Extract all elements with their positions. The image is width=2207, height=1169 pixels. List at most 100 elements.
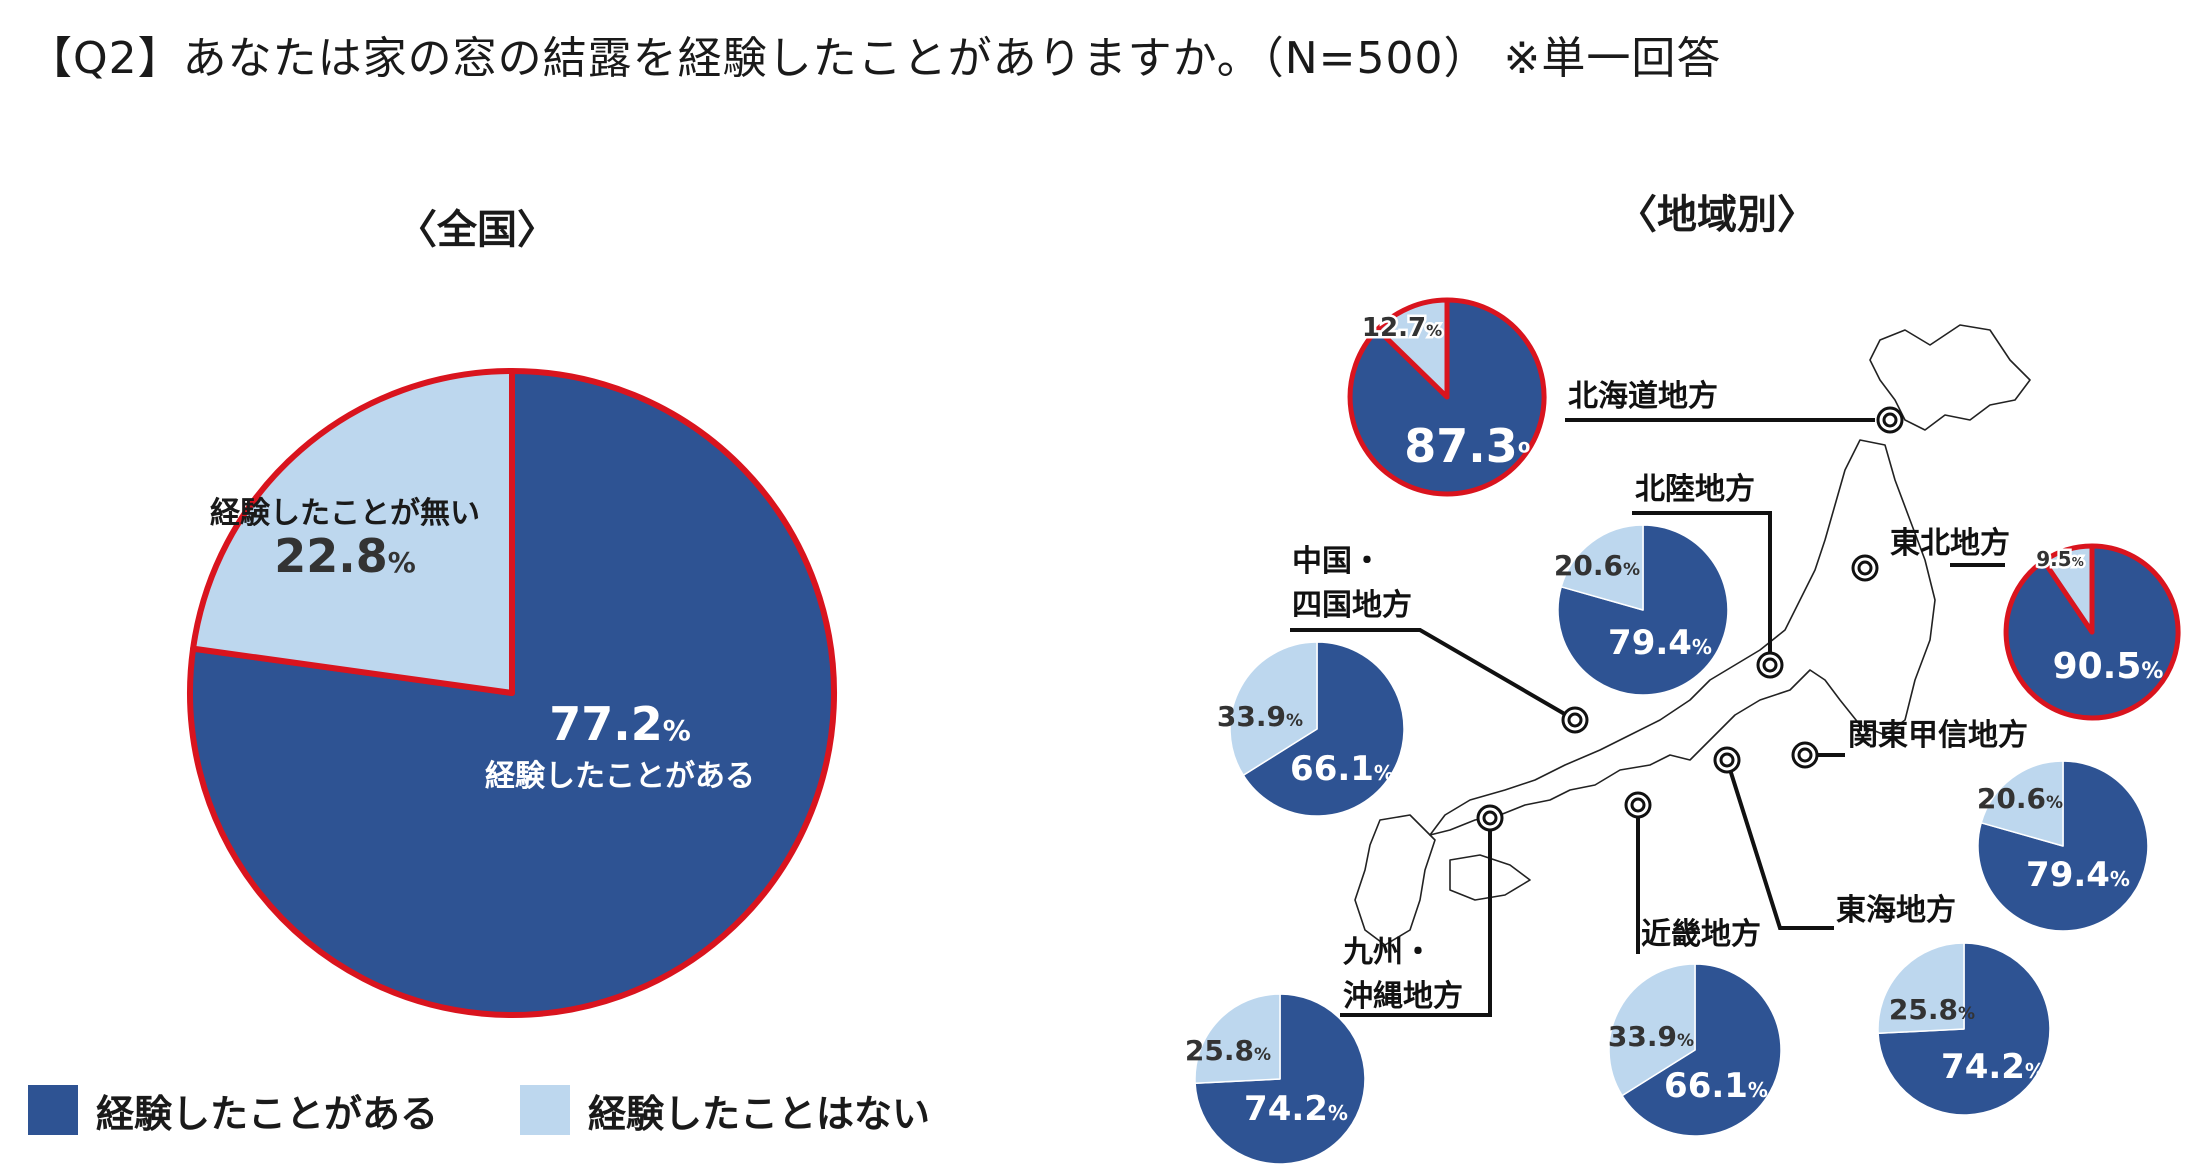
legend-swatch-not-experienced [520, 1085, 570, 1135]
region-4-marker-inner [1567, 712, 1583, 728]
chart-labels: 77.2%22.8%経験したことが無い経験したことがある87.3%12.7%北海… [210, 311, 2164, 1130]
region-6-label-no: 25.8% [1889, 993, 1975, 1026]
region-6-label-yes-unit: % [2025, 1059, 2045, 1083]
region-7-slice-yes [1621, 963, 1782, 1137]
region-2-leader-line [1632, 511, 1772, 665]
legend-label-experienced: 経験したことがある [96, 1091, 439, 1136]
region-8-marker-inner [1482, 810, 1498, 826]
region-4-label-no: 33.9% [1217, 700, 1303, 733]
region-3-label-yes-number: 90.5 [2053, 646, 2142, 687]
region-6-leader-line [1725, 759, 1834, 930]
region-3-marker-inner [1857, 560, 1873, 576]
region-8-label-no-unit: % [1254, 1045, 1271, 1065]
region-5-region-name-1: 関東甲信地方 [1848, 718, 2028, 753]
region-5-label-yes: 79.4% [2026, 855, 2130, 895]
region-5-slice-no [1980, 760, 2064, 847]
region-3-label-yes-unit: % [2141, 659, 2163, 684]
region-7-region-name-1: 近畿地方 [1641, 917, 1761, 952]
region-1-label-yes: 87.3% [1404, 419, 1546, 473]
region-6-marker-inner [1719, 752, 1735, 768]
region-4-region-name-2: 四国地方 [1292, 588, 1412, 623]
region-7-label-yes-number: 66.1 [1664, 1066, 1748, 1106]
region-2-region-name-1: 北陸地方 [1635, 472, 1755, 507]
region-8-label-yes-unit: % [1328, 1101, 1348, 1125]
region-2-slice-no [1560, 524, 1644, 611]
pies [187, 297, 2181, 1165]
region-5-label-no: 20.6% [1977, 782, 2063, 815]
national-label-no-name: 経験したことが無い [210, 496, 480, 531]
national-label-yes-number: 77.2 [549, 697, 663, 751]
region-2-label-yes-unit: % [1692, 635, 1712, 659]
region-3-label-yes: 90.5% [2053, 646, 2164, 687]
japan-map-outline [1354, 324, 2031, 946]
region-8-label-yes: 74.2% [1244, 1089, 1348, 1129]
national-label-yes-name: 経験したことがある [485, 759, 755, 794]
region-4-label-yes: 66.1% [1290, 749, 1394, 789]
national-slice-no [190, 368, 515, 696]
page-title: 【Q2】あなたは家の窓の結露を経験したことがありますか。（N=500） ※単一回… [28, 33, 1722, 84]
national-label-yes-unit: % [663, 714, 691, 747]
region-7-label-no-number: 33.9 [1608, 1020, 1677, 1053]
region-5-marker-inner [1797, 747, 1813, 763]
region-1-label-no: 12.7% [1362, 313, 1442, 343]
region-5-label-no-number: 20.6 [1977, 782, 2046, 815]
region-2-label-no-number: 20.6 [1554, 549, 1623, 582]
region-7-label-yes-unit: % [1748, 1078, 1768, 1102]
national-label-no-number: 22.8 [274, 529, 388, 583]
national-section-title: 〈全国〉 [397, 207, 557, 253]
region-5-label-yes-number: 79.4 [2026, 855, 2110, 895]
region-7-slice-no [1608, 963, 1696, 1097]
region-7-label-yes: 66.1% [1664, 1066, 1768, 1106]
national-label-no-unit: % [388, 546, 416, 579]
national-label-yes: 77.2% [549, 697, 691, 751]
region-2-marker-inner [1762, 657, 1778, 673]
region-7-label-no: 33.9% [1608, 1020, 1694, 1053]
region-2-label-yes: 79.4% [1608, 623, 1712, 663]
region-4-label-yes-unit: % [1374, 761, 1394, 785]
region-2-label-no: 20.6% [1554, 549, 1640, 582]
national-label-no: 22.8% [274, 529, 416, 583]
region-4-label-no-unit: % [1286, 711, 1303, 731]
region-6-label-yes-number: 74.2 [1941, 1047, 2025, 1087]
map-outline-path-2 [1429, 439, 1936, 836]
region-3-slice-no [2041, 543, 2095, 635]
region-2-label-yes-number: 79.4 [1608, 623, 1692, 663]
map-outline-path-1 [1869, 324, 2031, 431]
regional-section-title: 〈地域別〉 [1617, 192, 1817, 238]
region-7-label-no-unit: % [1677, 1031, 1694, 1051]
region-4-label-no-number: 33.9 [1217, 700, 1286, 733]
region-8-leader-line [1340, 818, 1492, 1017]
region-8-slice-no [1194, 993, 1281, 1085]
legend-swatch-experienced [28, 1085, 78, 1135]
region-3-label-no: 9.5% [2036, 547, 2083, 571]
region-6-region-name-1: 東海地方 [1836, 893, 1956, 928]
region-8-label-yes-number: 74.2 [1244, 1089, 1328, 1129]
region-8-region-name-2: 沖縄地方 [1343, 979, 1463, 1014]
map-outline-path-3 [1449, 854, 1531, 901]
region-1-marker-inner [1882, 412, 1898, 428]
region-1-label-no-number: 12.7 [1362, 313, 1426, 343]
region-6-label-no-number: 25.8 [1889, 993, 1958, 1026]
region-1-label-yes-unit: % [1518, 436, 1546, 469]
legend-item-experienced: 経験したことがある [28, 1083, 438, 1137]
leader-lines [1290, 406, 2005, 1017]
region-6-slice-no [1877, 942, 1965, 1035]
region-3-label-no-number: 9.5 [2036, 547, 2071, 571]
region-4-slice-yes [1242, 641, 1405, 817]
region-1-region-name-1: 北海道地方 [1568, 379, 1718, 414]
region-4-leader-line [1290, 628, 1577, 722]
map-outline-path-4 [1354, 814, 1436, 946]
region-1-label-no-unit: % [1426, 321, 1442, 340]
region-8-label-no-number: 25.8 [1185, 1034, 1254, 1067]
region-2-label-no-unit: % [1623, 560, 1640, 580]
region-4-slice-no [1229, 641, 1318, 776]
region-3-region-name-1: 東北地方 [1890, 526, 2010, 561]
region-3-label-no-unit: % [2072, 555, 2084, 569]
region-5-label-no-unit: % [2046, 793, 2063, 813]
region-8-region-name-1: 九州・ [1343, 935, 1433, 970]
region-7-marker-inner [1630, 797, 1646, 813]
region-8-label-no: 25.8% [1185, 1034, 1271, 1067]
region-1-label-yes-number: 87.3 [1404, 419, 1518, 473]
region-6-label-yes: 74.2% [1941, 1047, 2045, 1087]
